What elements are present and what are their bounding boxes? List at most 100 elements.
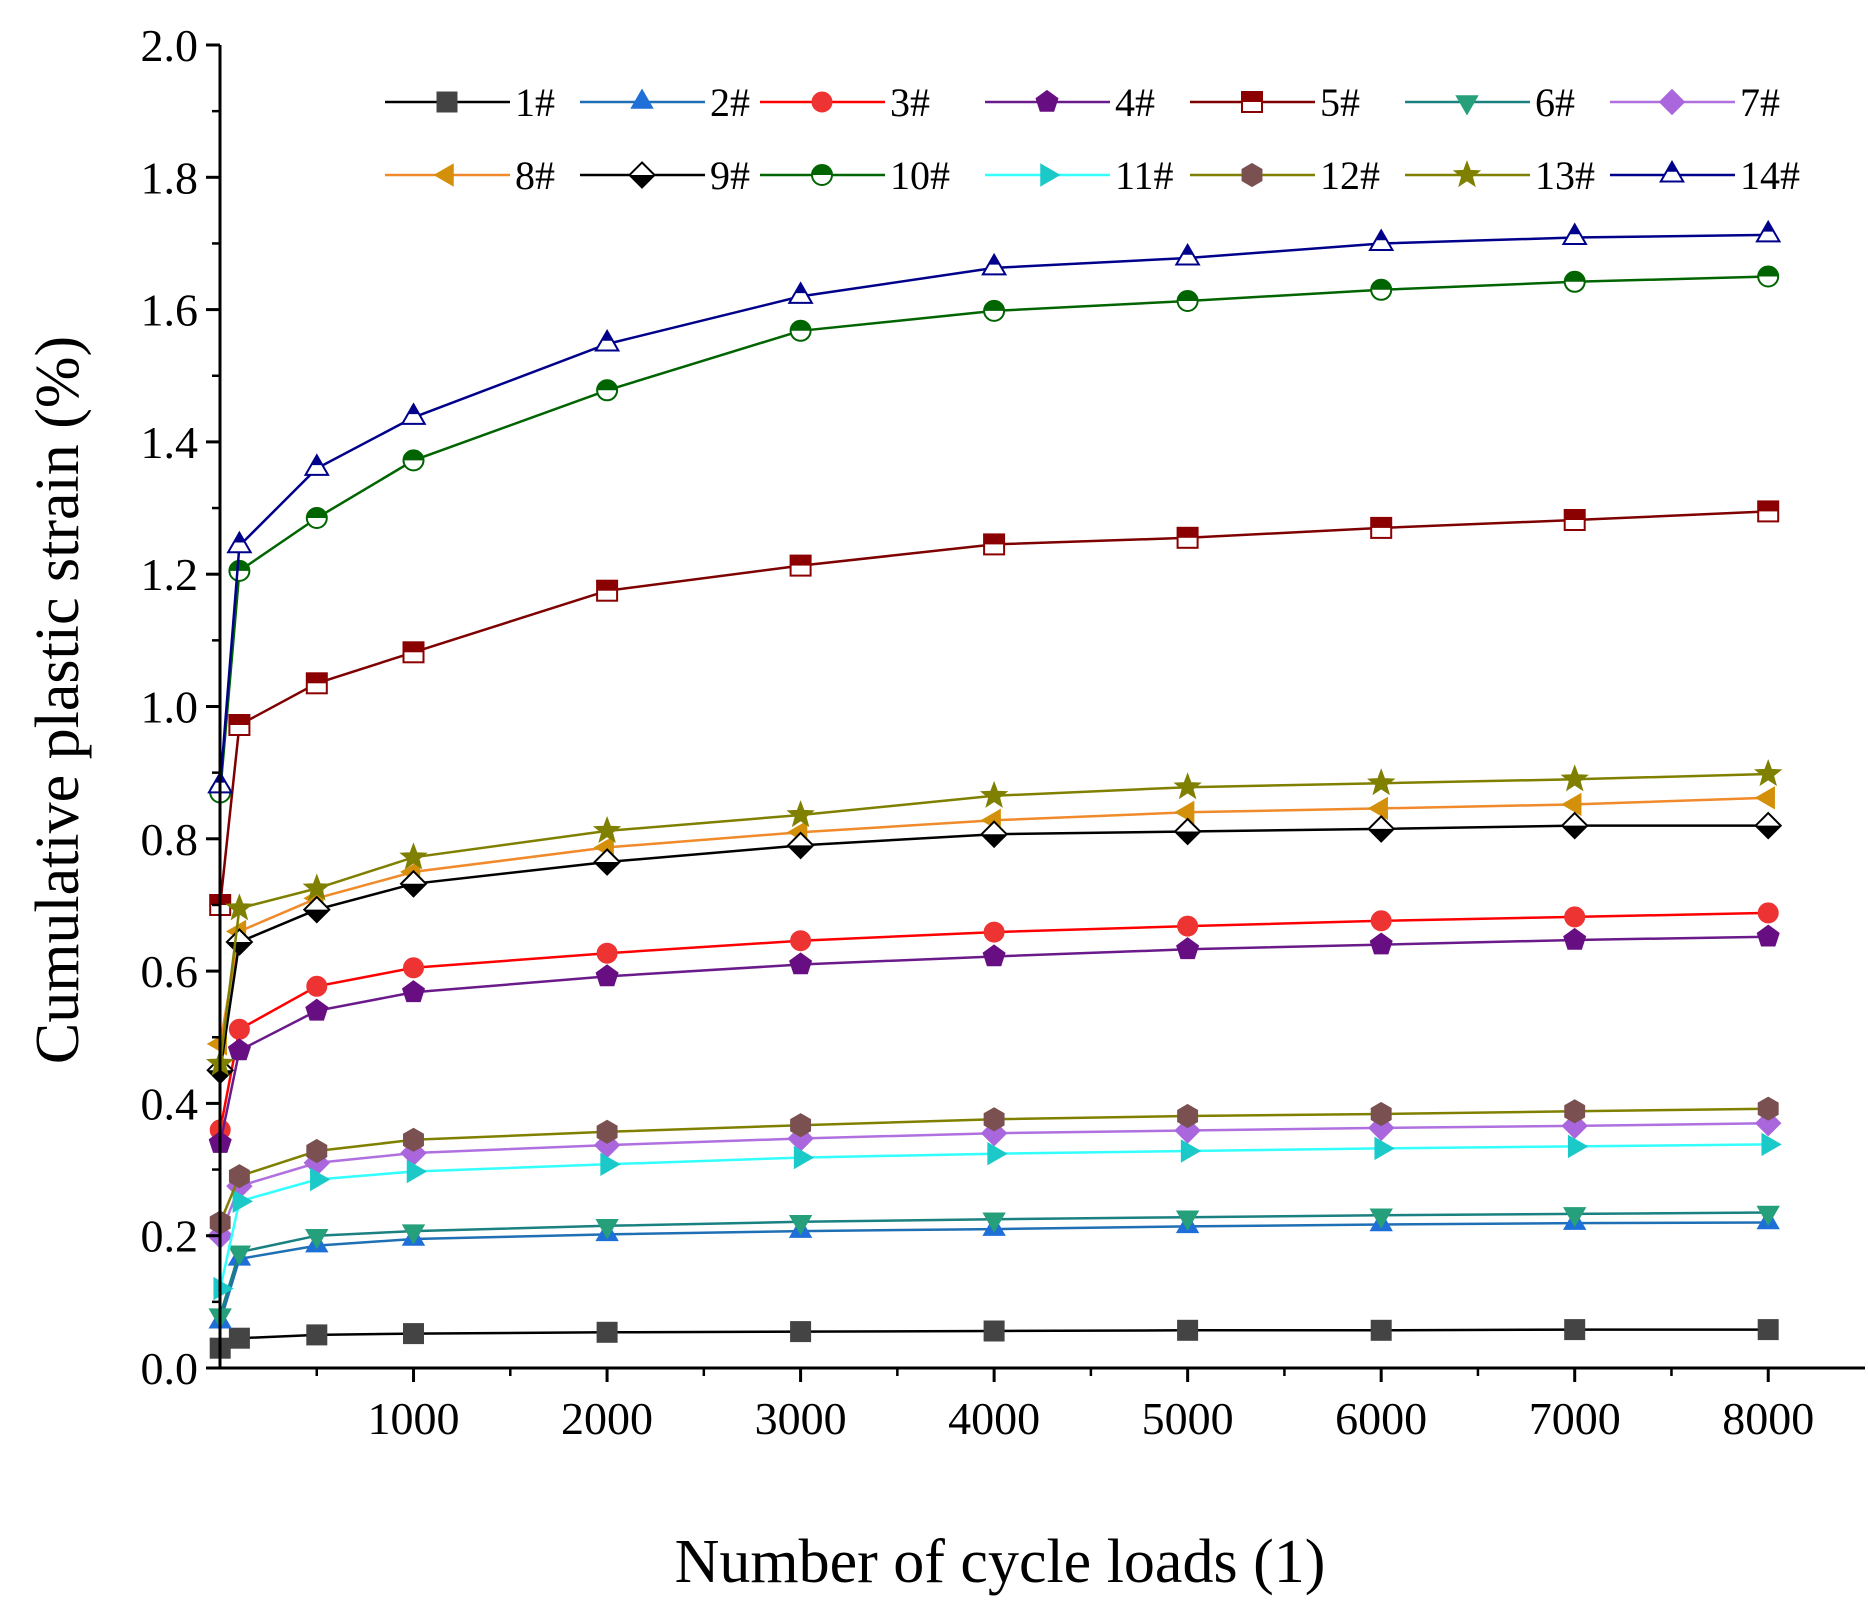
legend-item: 3# — [760, 80, 930, 125]
series-14 — [207, 219, 1782, 794]
data-point — [400, 402, 427, 425]
legend-marker — [1241, 162, 1263, 188]
data-point — [226, 530, 253, 554]
legend-marker — [630, 88, 654, 109]
legend-marker — [811, 164, 833, 186]
data-point — [1180, 1139, 1202, 1163]
legend-marker — [1659, 159, 1685, 183]
data-point — [979, 780, 1009, 808]
data-point — [305, 672, 328, 695]
data-point — [1757, 265, 1780, 288]
data-point — [1567, 1134, 1589, 1159]
data-point — [1563, 927, 1587, 950]
data-point — [403, 1127, 424, 1152]
data-point — [399, 842, 428, 870]
data-point — [983, 1107, 1005, 1132]
data-point — [786, 831, 815, 860]
data-point — [1561, 792, 1582, 817]
legend-item: 1# — [385, 80, 555, 125]
data-point — [1369, 932, 1393, 955]
legend-label: 8# — [515, 153, 555, 198]
legend-item: 10# — [760, 153, 950, 198]
data-point — [1756, 924, 1780, 947]
data-point — [1755, 219, 1782, 243]
data-point — [1761, 1132, 1782, 1157]
data-point — [1174, 800, 1195, 824]
data-point — [789, 554, 812, 577]
y-tick-label: 1.8 — [141, 152, 199, 203]
data-point — [1177, 915, 1199, 937]
data-point — [1757, 500, 1780, 523]
legend-item: 4# — [985, 80, 1155, 125]
data-point — [596, 942, 618, 964]
data-point — [594, 328, 621, 352]
data-point — [227, 1245, 252, 1266]
data-point — [401, 1224, 426, 1245]
data-point — [1563, 509, 1586, 531]
data-point — [402, 641, 425, 664]
data-point — [1560, 764, 1589, 792]
data-point — [1173, 817, 1202, 846]
data-point — [1175, 1210, 1200, 1231]
legend-marker — [1658, 88, 1686, 116]
data-point — [982, 944, 1006, 967]
data-point — [403, 1323, 424, 1345]
legend-label: 7# — [1740, 80, 1780, 125]
series-11 — [213, 1132, 1782, 1301]
data-point — [406, 1159, 427, 1184]
data-point — [790, 1321, 812, 1343]
legend-marker — [811, 91, 833, 113]
data-point — [788, 1215, 813, 1236]
data-point — [225, 928, 254, 956]
data-point — [1370, 910, 1392, 932]
x-tick-label: 4000 — [948, 1393, 1040, 1444]
data-point — [1560, 811, 1589, 840]
data-point — [306, 1138, 328, 1164]
data-point — [793, 1145, 815, 1170]
data-point — [1367, 814, 1396, 843]
legend-label: 1# — [515, 80, 555, 125]
legend-label: 9# — [710, 153, 750, 198]
data-point — [1367, 796, 1388, 821]
data-point — [1756, 1205, 1780, 1226]
data-point — [401, 980, 426, 1003]
legend-label: 12# — [1320, 153, 1380, 198]
legend-item: 5# — [1190, 80, 1360, 125]
series-3 — [209, 902, 1779, 1141]
data-point — [1367, 768, 1396, 796]
legend-item: 11# — [985, 153, 1174, 198]
data-point — [403, 957, 424, 979]
data-point — [1174, 242, 1201, 266]
data-point — [305, 507, 328, 529]
data-point — [1176, 290, 1199, 312]
legend-marker — [436, 91, 458, 113]
data-point — [983, 533, 1006, 556]
data-point — [303, 453, 330, 476]
data-point — [987, 1142, 1008, 1166]
data-point — [1177, 1103, 1199, 1129]
legend-item: 7# — [1610, 80, 1780, 125]
legend-label: 11# — [1115, 153, 1174, 198]
legend-label: 3# — [890, 80, 930, 125]
x-tick-label: 1000 — [368, 1393, 460, 1444]
data-point — [306, 1324, 328, 1346]
data-point — [593, 848, 622, 876]
y-tick-label: 0.6 — [141, 946, 199, 997]
y-tick-label: 1.2 — [141, 549, 199, 600]
data-point — [310, 1167, 331, 1192]
x-tick-label: 2000 — [561, 1393, 653, 1444]
data-point — [1561, 222, 1588, 245]
legend-item: 12# — [1190, 153, 1380, 198]
data-point — [1370, 1319, 1392, 1341]
data-point — [1757, 902, 1779, 924]
data-point — [786, 800, 815, 828]
data-point — [790, 1113, 812, 1138]
data-point — [595, 1219, 619, 1240]
data-point — [302, 873, 331, 901]
legend-marker — [1040, 163, 1061, 187]
y-tick-label: 2.0 — [141, 20, 199, 71]
x-tick-label: 3000 — [755, 1393, 847, 1444]
legend-item: 13# — [1405, 153, 1595, 198]
y-tick-label: 0.4 — [141, 1078, 199, 1129]
data-point — [596, 1321, 618, 1343]
